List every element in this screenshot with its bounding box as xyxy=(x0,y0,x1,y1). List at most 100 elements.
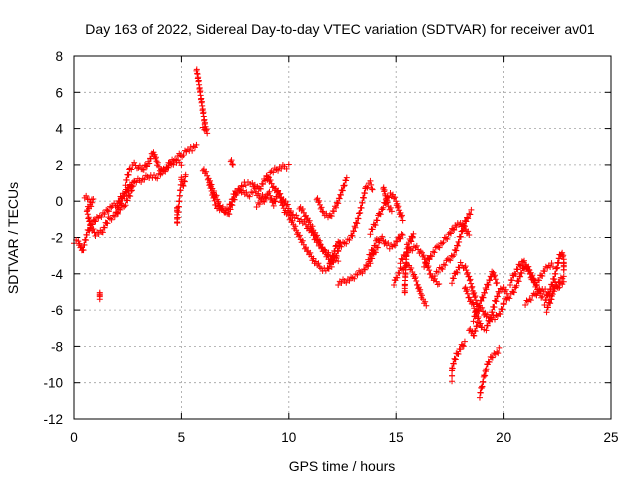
data-point xyxy=(549,291,556,298)
data-point xyxy=(550,263,557,270)
data-point xyxy=(425,263,432,270)
data-point xyxy=(394,274,401,281)
data-point xyxy=(466,273,473,280)
data-point xyxy=(180,152,187,159)
data-point xyxy=(494,348,501,355)
data-point xyxy=(214,196,221,203)
data-point xyxy=(489,268,496,275)
data-point xyxy=(395,203,402,210)
data-point xyxy=(354,220,361,227)
series-track-q xyxy=(367,189,406,238)
data-point xyxy=(122,188,129,195)
y-tick-label: -6 xyxy=(51,303,63,318)
data-point xyxy=(474,323,481,330)
data-point xyxy=(496,344,503,351)
data-point xyxy=(394,238,401,245)
data-point xyxy=(526,296,533,303)
y-tick-label: 2 xyxy=(55,158,63,173)
data-point xyxy=(449,280,456,287)
data-point xyxy=(193,141,200,148)
data-point xyxy=(154,159,161,166)
data-point xyxy=(298,216,305,223)
data-point xyxy=(289,217,296,224)
data-point xyxy=(560,252,567,259)
data-point xyxy=(510,289,517,296)
x-tick-label: 20 xyxy=(496,430,511,445)
data-point xyxy=(83,231,90,238)
data-point xyxy=(229,161,236,168)
data-point xyxy=(367,177,374,184)
data-point xyxy=(398,212,405,219)
data-point xyxy=(128,166,135,173)
data-point xyxy=(451,251,458,258)
data-point xyxy=(363,183,370,190)
chart-title: Day 163 of 2022, Sidereal Day-to-day VTE… xyxy=(85,21,595,37)
data-point xyxy=(557,280,564,287)
data-point xyxy=(448,252,455,259)
data-point xyxy=(447,230,454,237)
data-point xyxy=(450,275,457,282)
y-tick-label: 6 xyxy=(55,85,63,100)
data-point xyxy=(500,300,507,307)
data-point xyxy=(484,311,491,318)
data-point xyxy=(441,234,448,241)
data-point xyxy=(229,161,236,168)
data-point xyxy=(398,255,405,262)
data-point xyxy=(422,259,429,266)
data-point xyxy=(392,242,399,249)
data-point xyxy=(139,166,146,173)
data-point xyxy=(477,389,484,396)
y-tick-label: -12 xyxy=(43,412,63,427)
data-point xyxy=(415,284,422,291)
data-point xyxy=(176,198,183,205)
data-point xyxy=(253,204,260,211)
data-point xyxy=(475,307,482,314)
data-point xyxy=(512,271,519,278)
data-point xyxy=(111,213,118,220)
data-point xyxy=(463,288,470,295)
data-point xyxy=(465,228,472,235)
data-point xyxy=(95,231,102,238)
data-point xyxy=(260,198,267,205)
data-point xyxy=(394,200,401,207)
data-point xyxy=(365,263,372,270)
data-point xyxy=(108,216,115,223)
data-point xyxy=(440,261,447,268)
data-point xyxy=(104,207,111,214)
data-point xyxy=(491,273,498,280)
data-point xyxy=(392,194,399,201)
data-point xyxy=(328,213,335,220)
data-point xyxy=(275,187,282,194)
data-point xyxy=(240,187,247,194)
data-point xyxy=(471,294,478,301)
data-point xyxy=(443,235,450,242)
data-point xyxy=(341,182,348,189)
data-point xyxy=(152,155,159,162)
data-point xyxy=(466,277,473,284)
data-point xyxy=(431,249,438,256)
data-point xyxy=(375,236,382,243)
data-point xyxy=(323,210,330,217)
data-point xyxy=(178,174,185,181)
data-point xyxy=(399,217,406,224)
data-point xyxy=(481,290,488,297)
data-point xyxy=(360,194,367,201)
x-axis-label: GPS time / hours xyxy=(289,458,396,474)
data-point xyxy=(115,204,122,211)
data-point xyxy=(107,203,114,210)
data-point xyxy=(494,279,501,286)
data-point xyxy=(560,273,567,280)
data-point xyxy=(306,217,313,224)
data-point xyxy=(307,249,314,256)
x-tick-label: 5 xyxy=(178,430,186,445)
data-point xyxy=(506,295,513,302)
data-point xyxy=(330,208,337,215)
series-track-g xyxy=(193,66,211,137)
data-point xyxy=(544,304,551,311)
series-track-f xyxy=(174,171,189,226)
data-point xyxy=(560,278,567,285)
data-point xyxy=(482,310,489,317)
data-point xyxy=(175,209,182,216)
data-point xyxy=(251,185,258,192)
data-point xyxy=(457,233,464,240)
